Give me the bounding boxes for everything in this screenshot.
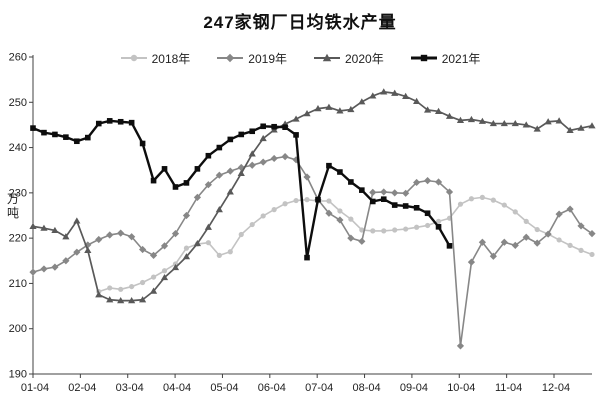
legend-marker-2021 [410,54,437,62]
legend-item-2019: 2019年 [216,50,287,67]
y-tick-label: 230 [9,187,27,199]
x-tick-label: 01-04 [21,382,49,394]
y-tick-label: 200 [9,323,27,335]
legend-marker-2020 [314,53,340,62]
legend-label-2019: 2019年 [248,51,287,66]
legend-label-2021: 2021年 [441,51,481,66]
chart-legend: 2018年 2019年 2020年 2021年 [0,48,600,68]
x-tick-label: 06-04 [258,382,286,394]
y-tick-label: 250 [9,97,27,109]
series-2020年 [29,88,596,304]
series-2019年 [29,153,596,350]
x-tick-label: 02-04 [68,382,96,394]
y-tick-label: 260 [9,52,27,64]
y-tick-label: 190 [9,369,27,381]
y-axis-title: 万吨 [6,192,19,220]
x-tick-label: 03-04 [116,382,144,394]
legend-item-2020: 2020年 [313,50,384,67]
legend-label-2020: 2020年 [345,51,384,66]
legend-label-2018: 2018年 [151,51,191,66]
x-tick-label: 08-04 [352,382,380,394]
y-tick-label: 240 [9,142,27,154]
x-tick-label: 05-04 [210,382,238,394]
x-tick-label: 12-04 [542,382,570,394]
legend-marker-2018 [120,54,147,62]
y-tick-label: 210 [9,278,27,290]
x-tick-label: 04-04 [163,382,191,394]
axes: 190 200 210 220 230 240 250 260 01-04 02-04 03-04 0… [9,52,592,394]
legend-marker-2019 [217,53,244,63]
series-2018年 [96,194,595,295]
legend-item-2018: 2018年 [120,50,191,67]
y-tick-label: 220 [9,233,27,245]
x-tick-label: 10-04 [447,382,475,394]
series-2021年 [30,118,453,261]
x-tick-label: 09-04 [400,382,428,394]
x-tick-label: 07-04 [305,382,333,394]
legend-item-2021: 2021年 [410,50,481,67]
x-tick-label: 11-04 [495,382,522,394]
chart-title: 247家钢厂日均铁水产量 [203,13,397,32]
